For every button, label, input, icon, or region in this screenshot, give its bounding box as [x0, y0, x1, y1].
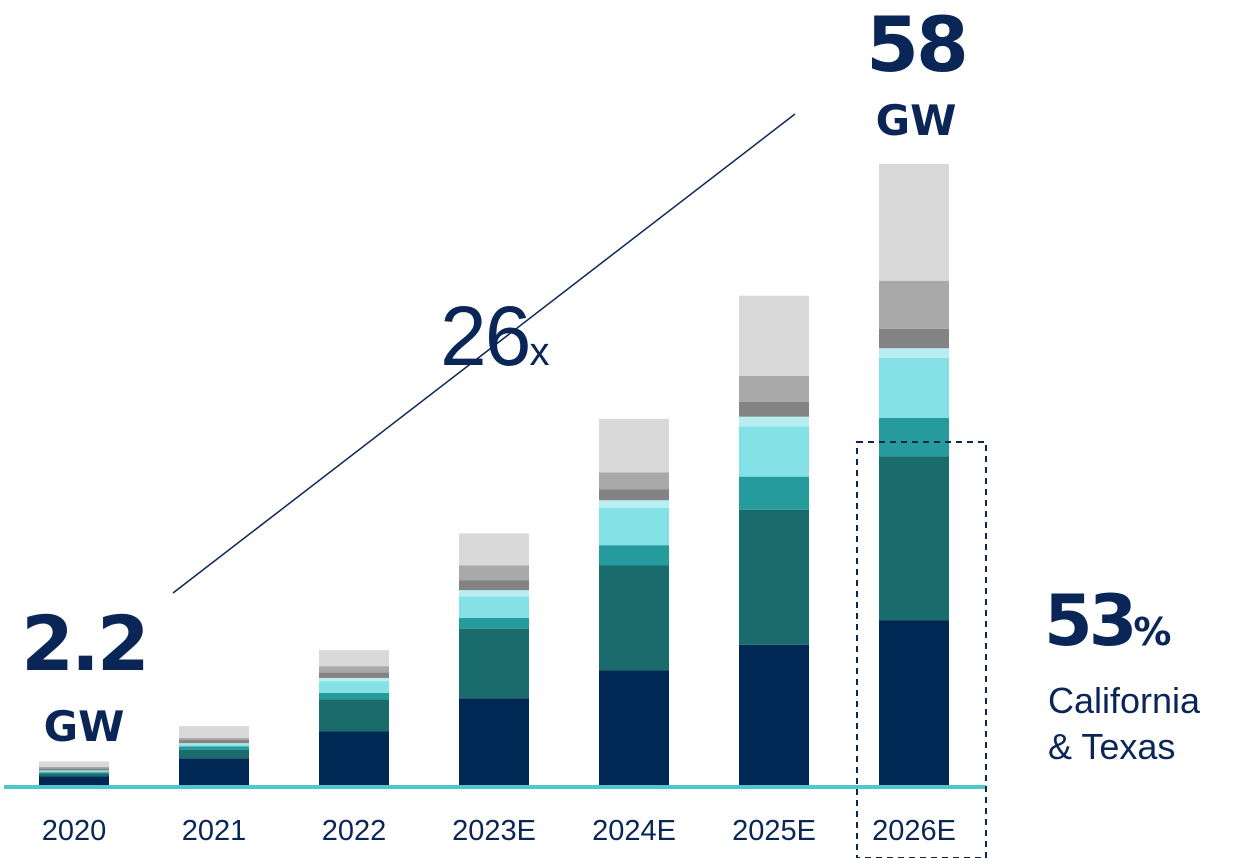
- bar-segment-2022-s8: [319, 650, 389, 667]
- bar-segment-2021-s4: [179, 744, 249, 747]
- growth-multiple-number: 26: [440, 289, 531, 383]
- bar-segment-2022-s7: [319, 666, 389, 673]
- bar-segment-2025e-s3: [739, 476, 809, 510]
- x-tick-label-2021: 2021: [182, 815, 247, 847]
- x-tick-label-2025e: 2025E: [732, 815, 816, 847]
- bar-segment-2026e-s6: [879, 328, 949, 349]
- bar-segment-2025e-s6: [739, 401, 809, 417]
- bar-segment-2023e-s5: [459, 590, 529, 597]
- bar-segment-2024e-s3: [599, 545, 669, 566]
- bar-segment-2021-s2: [179, 749, 249, 759]
- x-tick-label-2026e: 2026E: [872, 815, 956, 847]
- bar-segment-2026e-s2: [879, 456, 949, 621]
- bar-segment-2023e-s6: [459, 580, 529, 591]
- bar-segment-2026e-s4: [879, 357, 949, 418]
- bar-segment-2023e-s7: [459, 565, 529, 581]
- growth-trend-line: [172, 113, 796, 594]
- bar-segment-2021-s8: [179, 726, 249, 738]
- bar-segment-2020-s5: [39, 770, 109, 772]
- bar-segment-2022-s4: [319, 681, 389, 693]
- bar-segment-2025e-s4: [739, 426, 809, 477]
- x-tick-label-2024e: 2024E: [592, 815, 676, 847]
- growth-multiple-suffix: x: [529, 330, 550, 374]
- bar-segment-2026e-s3: [879, 417, 949, 457]
- share-percent-sign: %: [1133, 610, 1172, 654]
- highlight-box-2026e: [856, 441, 987, 858]
- bar-segment-2026e-s7: [879, 280, 949, 329]
- share-number: 53: [1044, 580, 1137, 662]
- bar-segment-2026e-s8: [879, 164, 949, 281]
- share-label-line-2: & Texas: [1048, 726, 1176, 767]
- bar-segment-2021-s6: [179, 740, 249, 744]
- bar-segment-2021-s7: [179, 737, 249, 741]
- x-tick-label-2020: 2020: [42, 815, 107, 847]
- bar-segment-2020-s1: [39, 776, 109, 785]
- bar-segment-2020-s4: [39, 771, 109, 773]
- bar-segment-2026e-s1: [879, 620, 949, 785]
- bar-segment-2024e-s1: [599, 670, 669, 785]
- x-tick-label-2023e: 2023E: [452, 815, 536, 847]
- bar-segment-2022-s2: [319, 699, 389, 732]
- bar-segment-2020-s3: [39, 772, 109, 774]
- share-label-line-1: California: [1048, 680, 1201, 721]
- bar-segment-2024e-s5: [599, 500, 669, 508]
- bar-segment-2022-s5: [319, 677, 389, 682]
- start-value-2020: 2.2: [21, 599, 150, 688]
- bar-segment-2025e-s7: [739, 375, 809, 402]
- bar-segment-2025e-s1: [739, 644, 809, 785]
- bar-segment-2024e-s8: [599, 418, 669, 473]
- bar-segment-2025e-s5: [739, 416, 809, 427]
- bar-segment-2023e-s3: [459, 617, 529, 629]
- bar-segment-2021-s1: [179, 758, 249, 785]
- bar-segment-2024e-s2: [599, 565, 669, 671]
- bar-segment-2020-s6: [39, 768, 109, 771]
- bar-segment-2023e-s8: [459, 533, 529, 566]
- bar-segment-2020-s7: [39, 766, 109, 769]
- bar-segment-2024e-s4: [599, 507, 669, 546]
- bar-segment-2025e-s2: [739, 509, 809, 645]
- share-callout: 53%: [1044, 580, 1172, 662]
- bar-segment-2023e-s2: [459, 628, 529, 699]
- x-axis-tick-labels: 2020 2021 2022 2023E 2024E 2025E 2026E: [42, 815, 956, 847]
- start-unit-2020: GW: [43, 702, 125, 751]
- end-value-2026e: 58: [866, 0, 969, 89]
- bar-segment-2022-s6: [319, 672, 389, 678]
- bar-segment-2024e-s7: [599, 472, 669, 490]
- bar-segment-2026e-s5: [879, 348, 949, 358]
- share-label: California & Texas: [1048, 678, 1255, 770]
- bar-segment-2023e-s4: [459, 596, 529, 618]
- bars-group: [39, 164, 949, 785]
- bar-segment-2025e-s8: [739, 295, 809, 376]
- bar-segment-2024e-s6: [599, 489, 669, 501]
- growth-multiple: 26x: [440, 288, 549, 385]
- bar-segment-2022-s1: [319, 731, 389, 785]
- bar-segment-2021-s5: [179, 743, 249, 745]
- end-unit-2026e: GW: [875, 96, 957, 145]
- bar-segment-2023e-s1: [459, 698, 529, 785]
- x-tick-label-2022: 2022: [322, 815, 387, 847]
- bar-segment-2021-s3: [179, 746, 249, 750]
- bar-segment-2020-s8: [39, 761, 109, 767]
- bar-segment-2022-s3: [319, 692, 389, 700]
- bar-segment-2020-s2: [39, 773, 109, 777]
